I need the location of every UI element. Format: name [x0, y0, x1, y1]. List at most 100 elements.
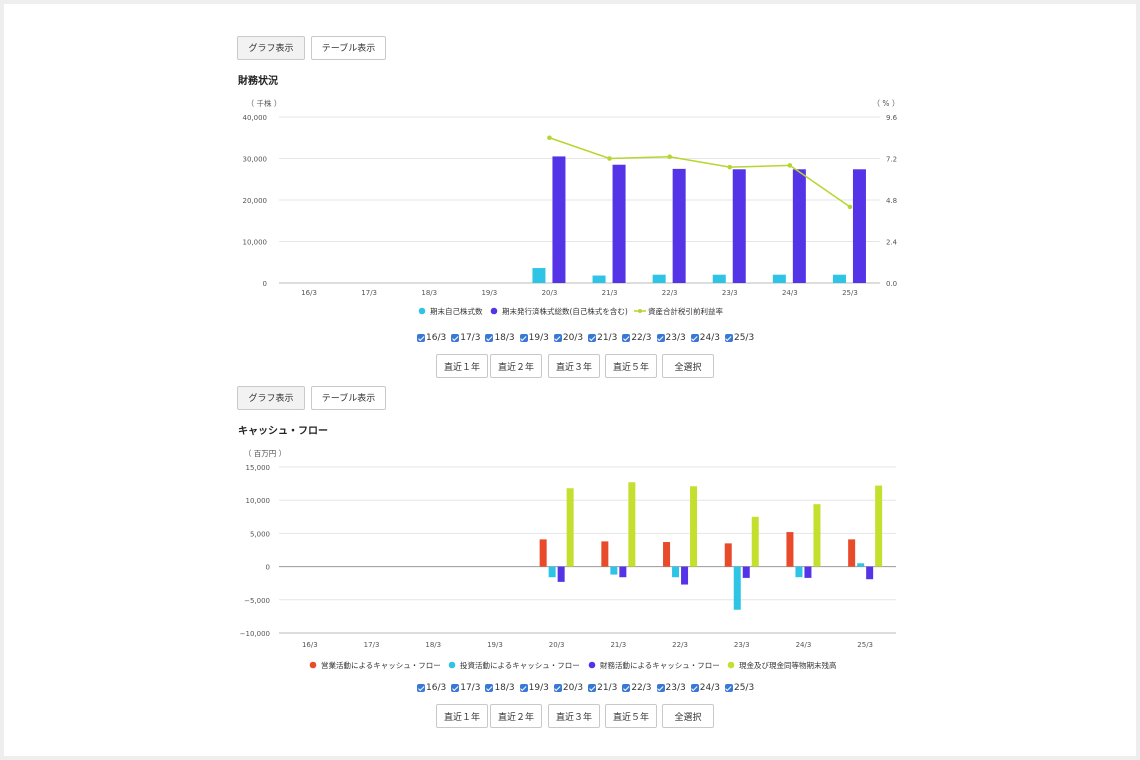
year-checkbox-22-3[interactable]: 22/3	[622, 683, 652, 693]
year-checkbox-label: 25/3	[733, 683, 755, 693]
table-view-button-1[interactable]: テーブル表示	[311, 36, 386, 60]
year-checkbox-label: 25/3	[733, 333, 755, 343]
bar-operating-cf	[539, 539, 547, 567]
year-checkbox-17-3[interactable]: 17/3	[451, 333, 480, 343]
year-checkbox-16-3[interactable]: 16/3	[417, 333, 446, 343]
bar-investing-cf	[610, 566, 618, 575]
y2-tick-label: 7.2	[886, 156, 897, 164]
checkbox-check-icon	[622, 334, 631, 342]
last-5y-button[interactable]: 直近５年	[605, 354, 657, 378]
legend-marker	[490, 307, 498, 315]
year-checkbox-label: 20/3	[562, 333, 584, 343]
x-tick-label: 16/3	[301, 289, 317, 297]
year-checkbox-19-3[interactable]: 19/3	[519, 333, 549, 343]
bar-issued-shares	[732, 169, 746, 283]
year-checkbox-label: 18/3	[494, 683, 515, 693]
x-tick-label: 17/3	[361, 289, 377, 297]
legend-label: 期末自己株式数	[430, 306, 483, 316]
legend-marker	[418, 307, 426, 315]
legend-label: 期末発行済株式総数(自己株式を含む)	[502, 306, 628, 316]
year-checkbox-label: 20/3	[562, 683, 584, 693]
y2-tick-label: 4.8	[886, 197, 897, 205]
bar-investing-cf	[733, 566, 741, 610]
x-tick-label: 21/3	[602, 289, 618, 297]
legend-marker	[588, 661, 596, 669]
checkbox-check-icon	[588, 684, 597, 692]
bar-treasury-shares	[772, 274, 786, 283]
bar-treasury-shares	[832, 274, 846, 283]
year-checkbox-25-3[interactable]: 25/3	[724, 683, 755, 693]
y-axis-label: （ 千株 ）	[247, 98, 282, 108]
checkbox-check-icon	[451, 334, 460, 342]
section-title-cashflow: キャッシュ・フロー	[238, 426, 328, 437]
year-checkbox-21-3[interactable]: 21/3	[588, 333, 617, 343]
last-1y-button[interactable]: 直近１年	[436, 354, 488, 378]
bar-financing-cf	[866, 566, 874, 580]
legend-label: 財務活動によるキャッシュ・フロー	[600, 660, 720, 670]
year-checkbox-21-3[interactable]: 21/3	[588, 683, 617, 693]
y-tick-label: 20,000	[243, 197, 268, 205]
last-2y-button[interactable]: 直近２年	[490, 354, 542, 378]
checkbox-check-icon	[622, 684, 631, 692]
graph-view-button-1[interactable]: グラフ表示	[237, 36, 305, 60]
line-point	[667, 154, 672, 160]
year-checkbox-17-3[interactable]: 17/3	[451, 683, 480, 693]
year-checkbox-label: 17/3	[460, 333, 481, 343]
last-3y-button[interactable]: 直近３年	[548, 354, 600, 378]
bar-issued-shares	[612, 164, 626, 283]
last-2y-button[interactable]: 直近２年	[490, 704, 542, 728]
last-1y-button[interactable]: 直近１年	[436, 704, 488, 728]
year-checkbox-20-3[interactable]: 20/3	[553, 683, 584, 693]
year-checkbox-label: 22/3	[631, 683, 652, 693]
year-checkbox-16-3[interactable]: 16/3	[417, 683, 446, 693]
checkbox-check-icon	[656, 684, 665, 692]
year-checkbox-label: 24/3	[699, 333, 720, 343]
bar-financing-cf	[742, 566, 750, 578]
graph-view-button-2[interactable]: グラフ表示	[237, 386, 305, 410]
bar-cash-balance	[813, 504, 821, 567]
bar-treasury-shares	[712, 274, 726, 283]
last-5y-button[interactable]: 直近５年	[605, 704, 657, 728]
year-checkbox-20-3[interactable]: 20/3	[553, 333, 584, 343]
legend-label: 資産合計税引前利益率	[648, 306, 723, 316]
bar-treasury-shares	[532, 268, 546, 283]
select-all-button[interactable]: 全選択	[662, 704, 714, 728]
x-tick-label: 23/3	[722, 289, 738, 297]
bar-cash-balance	[628, 482, 636, 567]
year-checkbox-label: 23/3	[665, 333, 686, 343]
checkbox-check-icon	[724, 684, 733, 692]
checkbox-check-icon	[417, 334, 425, 342]
year-checkbox-label: 17/3	[460, 683, 481, 693]
select-all-button[interactable]: 全選択	[662, 354, 714, 378]
legend-label: 現金及び現金同等物期末残高	[739, 660, 837, 670]
bar-operating-cf	[848, 539, 856, 567]
checkbox-check-icon	[417, 684, 425, 692]
y-tick-label: 40,000	[243, 114, 268, 122]
x-tick-label: 23/3	[734, 641, 750, 649]
y-tick-label: 10,000	[243, 239, 268, 247]
checkbox-check-icon	[519, 684, 528, 692]
year-checkbox-label: 21/3	[597, 683, 618, 693]
y-tick-label: 0	[263, 280, 267, 288]
year-checkbox-18-3[interactable]: 18/3	[485, 333, 515, 343]
year-checkbox-23-3[interactable]: 23/3	[656, 683, 686, 693]
year-checkbox-22-3[interactable]: 22/3	[622, 333, 652, 343]
checkbox-check-icon	[588, 334, 597, 342]
checkbox-check-icon	[485, 334, 494, 342]
year-checkbox-18-3[interactable]: 18/3	[485, 683, 515, 693]
year-checkbox-24-3[interactable]: 24/3	[690, 683, 720, 693]
year-checkbox-24-3[interactable]: 24/3	[690, 333, 720, 343]
year-checkbox-19-3[interactable]: 19/3	[519, 683, 549, 693]
checkbox-check-icon	[656, 334, 665, 342]
year-checkbox-23-3[interactable]: 23/3	[656, 333, 686, 343]
line-point	[547, 135, 552, 141]
bar-financing-cf	[619, 566, 627, 578]
year-checkbox-label: 19/3	[528, 683, 549, 693]
last-3y-button[interactable]: 直近３年	[548, 704, 600, 728]
table-view-button-2[interactable]: テーブル表示	[311, 386, 386, 410]
year-checkbox-25-3[interactable]: 25/3	[724, 333, 755, 343]
y2-axis-label: （ % ）	[873, 99, 900, 108]
bar-operating-cf	[601, 541, 609, 567]
bar-treasury-shares	[592, 275, 606, 283]
x-tick-label: 25/3	[857, 641, 873, 649]
